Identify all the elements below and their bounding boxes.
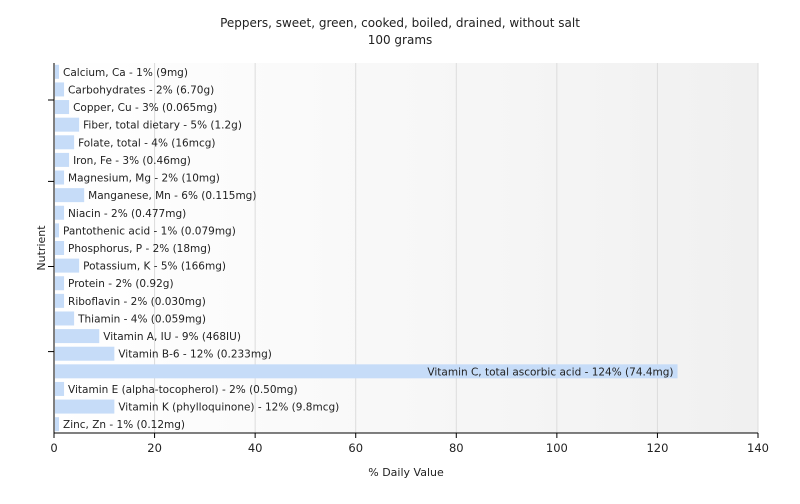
data-label: Niacin - 2% (0.477mg) [68,208,186,220]
x-tick-label: 140 [747,441,769,455]
x-tick-label: 120 [646,441,668,455]
y-axis-label: Nutrient [35,225,48,271]
bar [55,152,70,167]
data-label: Magnesium, Mg - 2% (10mg) [68,173,220,185]
data-label: Riboflavin - 2% (0.030mg) [68,296,206,308]
bar [55,117,80,132]
bar [55,241,65,255]
bar [55,170,65,185]
x-tick-label: 60 [348,441,363,455]
data-label: Copper, Cu - 3% (0.065mg) [73,102,217,114]
bar [55,293,65,308]
bar [55,82,65,97]
x-tick-label: 80 [449,441,464,455]
data-label: Protein - 2% (0.92g) [68,278,174,290]
data-label: Vitamin A, IU - 9% (468IU) [103,331,241,343]
data-label: Zinc, Zn - 1% (0.12mg) [63,419,185,431]
bar [55,64,60,79]
bar [55,311,75,326]
data-label: Potassium, K - 5% (166mg) [83,261,226,273]
bar [55,346,115,361]
bar [55,399,115,414]
data-label: Vitamin B-6 - 12% (0.233mg) [118,349,272,361]
bar [55,223,60,238]
bar [55,135,75,150]
x-tick-label: 0 [50,441,57,455]
data-label: Phosphorus, P - 2% (18mg) [68,243,211,255]
bar [55,417,60,432]
data-label: Manganese, Mn - 6% (0.115mg) [88,190,256,202]
bar [55,205,65,220]
bar [55,258,80,273]
x-tick-label: 40 [248,441,263,455]
bars [55,64,678,432]
data-label: Calcium, Ca - 1% (9mg) [63,67,188,79]
bar [55,329,100,344]
data-label: Vitamin C, total ascorbic acid - 124% (7… [427,366,673,378]
data-label: Fiber, total dietary - 5% (1.2g) [83,120,242,132]
bar [55,381,65,396]
data-label: Folate, total - 4% (16mcg) [78,137,215,149]
axes: 0 20 40 60 80 100 120 140 [48,63,769,455]
x-tick-label: 100 [546,441,568,455]
bar [55,100,70,115]
data-label: Vitamin K (phylloquinone) - 12% (9.8mcg) [118,402,339,414]
x-axis-label: % Daily Value [368,466,444,479]
x-tick-label: 20 [147,441,162,455]
bar [55,276,65,291]
data-label: Vitamin E (alpha-tocopherol) - 2% (0.50m… [68,384,297,396]
data-label: Carbohydrates - 2% (6.70g) [68,84,214,96]
bar [55,188,85,203]
data-labels: Calcium, Ca - 1% (9mg) Carbohydrates - 2%… [63,67,674,431]
chart-title: Peppers, sweet, green, cooked, boiled, d… [220,16,580,30]
data-label: Pantothenic acid - 1% (0.079mg) [63,225,236,237]
chart-subtitle: 100 grams [368,33,433,47]
data-label: Iron, Fe - 3% (0.46mg) [73,155,191,167]
data-label: Thiamin - 4% (0.059mg) [77,313,206,325]
bar [55,364,678,379]
